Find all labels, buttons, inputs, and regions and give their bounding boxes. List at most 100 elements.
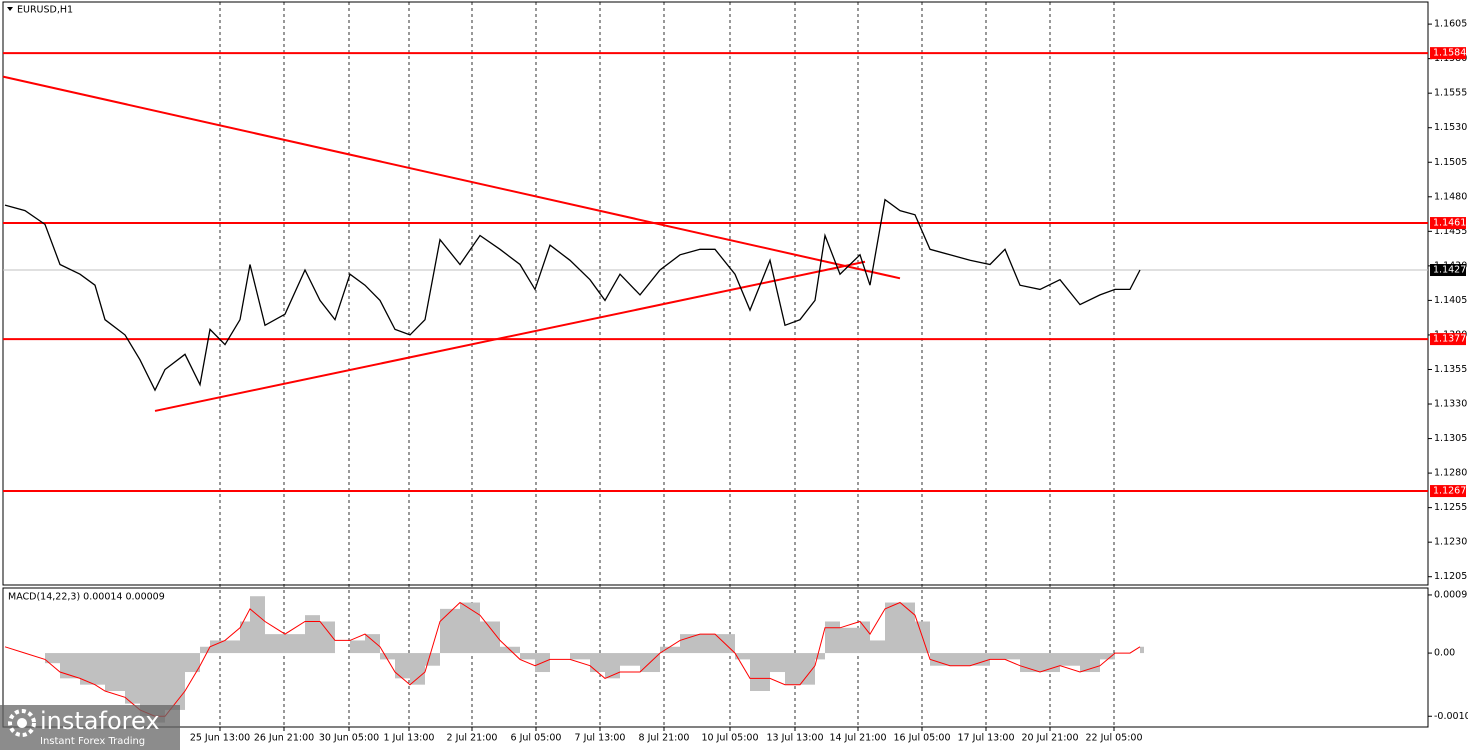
macd-bar: [200, 646, 210, 654]
price-panel: [2, 1, 1429, 586]
macd-bar: [380, 653, 395, 660]
y-tick-label: 1.1230: [1434, 537, 1467, 548]
level-label: 1.1584: [1433, 48, 1466, 59]
macd-bar: [770, 653, 785, 673]
macd-bar: [105, 653, 125, 691]
x-tick-label: 10 Jul 05:00: [702, 733, 759, 744]
y-tick-label: 1.1505: [1434, 157, 1467, 168]
y-tick-label: 1.1205: [1434, 571, 1467, 582]
macd-bar: [305, 615, 320, 654]
last-price-label: 1.1427: [1433, 265, 1466, 276]
y-tick-label: 1.1355: [1434, 364, 1467, 375]
macd-title: MACD(14,22,3) 0.00014 0.00009: [8, 592, 165, 603]
level-label-box: [1430, 333, 1466, 346]
x-tick-label: 25 Jun 13:00: [190, 733, 250, 744]
x-tick-label: 6 Jul 05:00: [511, 733, 562, 744]
level-label: 1.1267: [1433, 486, 1466, 497]
macd-bar: [950, 653, 970, 666]
x-tick-label: 17 Jul 13:00: [958, 733, 1015, 744]
macd-bar: [265, 634, 285, 654]
macd-bar: [125, 653, 140, 704]
macd-bar: [570, 653, 590, 660]
x-tick-label: 8 Jul 21:00: [639, 733, 690, 744]
x-tick-label: 14 Jul 21:00: [830, 733, 887, 744]
x-tick-label: 20 Jul 21:00: [1022, 733, 1079, 744]
macd-bar: [395, 653, 410, 679]
trendline: [154, 260, 866, 412]
level-label-box: [1430, 485, 1466, 498]
brand-tagline: Instant Forex Trading: [40, 736, 145, 747]
macd-bar: [825, 621, 840, 654]
y-tick-label: 0.00092: [1434, 589, 1468, 600]
y-tick-label: 1.1605: [1434, 19, 1467, 30]
macd-bar: [750, 653, 770, 691]
macd-bar: [60, 653, 80, 679]
y-tick-label: 1.1455: [1434, 226, 1467, 237]
macd-bar: [210, 640, 225, 654]
macd-bar: [95, 653, 105, 685]
macd-bar: [930, 653, 950, 666]
x-tick-label: 30 Jun 05:00: [319, 733, 379, 744]
x-tick-label: 16 Jul 05:00: [894, 733, 951, 744]
brand: instaforex Instant Forex Trading: [0, 705, 180, 750]
macd-bar: [815, 653, 825, 660]
macd-bar: [365, 634, 380, 654]
macd-bar: [185, 653, 200, 673]
macd-bar: [460, 602, 480, 654]
macd-bar: [870, 640, 885, 654]
x-tick-label: 7 Jul 13:00: [575, 733, 626, 744]
macd-bar: [250, 596, 265, 654]
x-tick-label: 2 Jul 21:00: [447, 733, 498, 744]
y-tick-label: 1.1280: [1434, 468, 1467, 479]
x-tick-label: 13 Jul 13:00: [767, 733, 824, 744]
x-tick-label: 26 Jun 21:00: [254, 733, 314, 744]
y-tick-label: 1.1405: [1434, 295, 1467, 306]
macd-bar: [440, 608, 460, 654]
last-price-box: [1430, 264, 1466, 277]
macd-bar: [700, 634, 715, 654]
macd-bar: [885, 602, 900, 654]
chart-title: EURUSD,H1: [17, 5, 73, 16]
macd-bar: [970, 653, 990, 666]
brand-name: instaforex: [40, 707, 160, 735]
macd-bar: [605, 653, 620, 679]
macd-bar: [860, 621, 870, 654]
level-label: 1.1461: [1433, 218, 1466, 229]
macd-bar: [285, 634, 305, 654]
macd-bar: [735, 653, 750, 660]
macd-bar: [900, 602, 915, 654]
y-tick-label: 1.1330: [1434, 399, 1467, 410]
macd-panel: [2, 587, 1429, 728]
macd-bar: [165, 653, 185, 710]
macd-bar: [155, 653, 165, 723]
macd-bar: [590, 653, 605, 673]
macd-bar: [140, 653, 155, 717]
y-tick-label: 0.00: [1434, 648, 1455, 659]
macd-bar: [660, 646, 680, 654]
level-label: 1.1377: [1433, 334, 1466, 345]
macd-bar: [45, 653, 60, 664]
macd-bar: [800, 653, 815, 685]
y-tick-label: 1.1480: [1434, 191, 1467, 202]
macd-bar: [80, 653, 95, 685]
macd-bar: [840, 627, 860, 654]
macd-bar: [1060, 653, 1080, 666]
macd-bar: [480, 621, 500, 654]
macd-bar: [350, 640, 365, 654]
macd-bar: [1140, 646, 1144, 654]
macd-bar: [620, 653, 640, 666]
macd-bar: [990, 653, 1005, 660]
y-tick-label: 1.1530: [1434, 122, 1467, 133]
macd-bar: [425, 653, 440, 666]
macd-bar: [225, 640, 240, 654]
y-tick-label: -0.0010: [1434, 711, 1468, 722]
macd-bar: [520, 653, 535, 660]
macd-bar: [1100, 653, 1115, 660]
level-label-box: [1430, 47, 1466, 60]
brand-icon-core: [17, 718, 27, 728]
y-tick-label: 1.1305: [1434, 433, 1467, 444]
macd-bar: [410, 653, 425, 685]
trendline: [2, 75, 901, 280]
